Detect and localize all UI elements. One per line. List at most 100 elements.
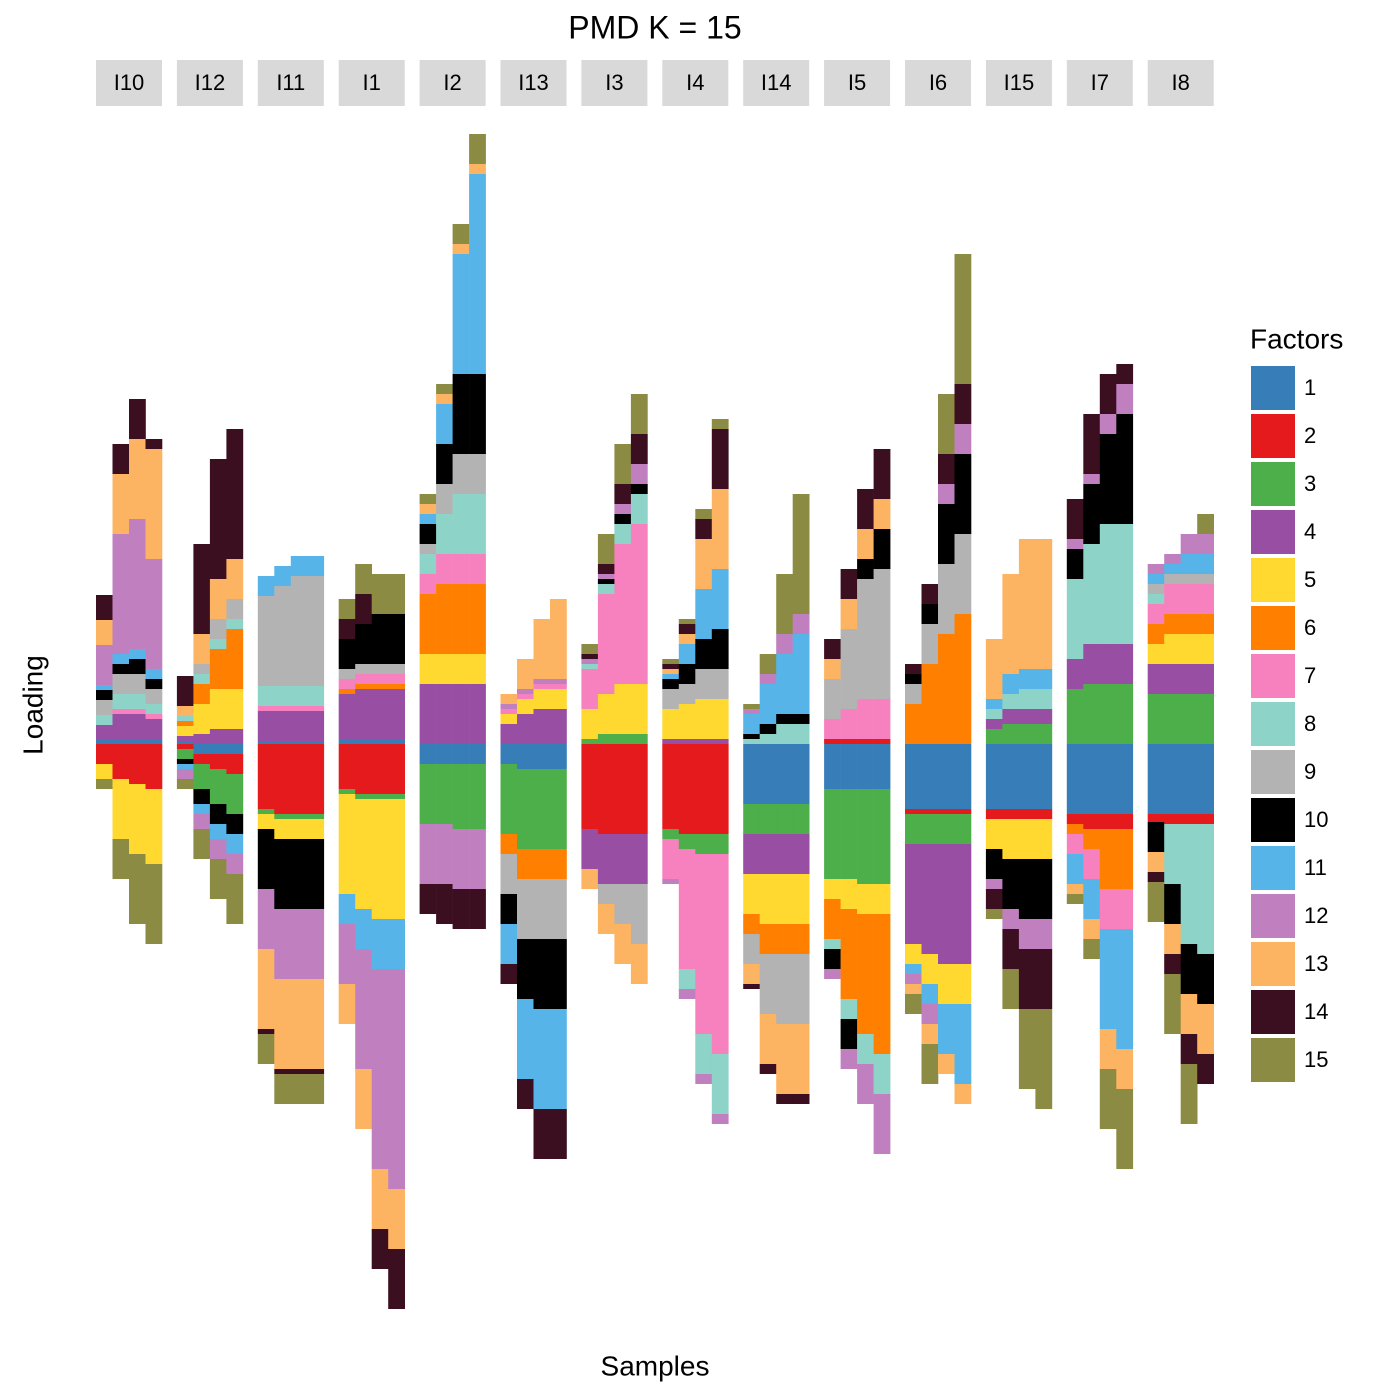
bar-segment [209, 639, 227, 649]
bar-segment [857, 884, 874, 914]
bar-segment [759, 1064, 777, 1074]
facet-label: I6 [929, 70, 947, 95]
bar-segment [1018, 669, 1036, 689]
bar-segment [533, 1109, 551, 1159]
bar-segment [469, 654, 486, 684]
legend-label: 5 [1304, 567, 1316, 592]
facet-label: I13 [518, 70, 549, 95]
bar-segment [985, 709, 1003, 719]
bar-segment [1066, 579, 1084, 659]
bar-segment [307, 576, 325, 686]
bar-segment [581, 709, 599, 739]
bar-segment [1164, 974, 1181, 1034]
bar-segment [388, 674, 405, 684]
bar-segment [1099, 414, 1117, 434]
bar-segment [355, 909, 372, 949]
bar-segment [419, 594, 437, 654]
bar-segment [857, 789, 874, 884]
bar-segment [597, 904, 615, 934]
bar-segment [759, 1014, 777, 1064]
bar-segment [419, 544, 437, 554]
bar-segment [1147, 574, 1165, 584]
bar-segment [1099, 644, 1117, 684]
bar-segment [338, 619, 356, 639]
bar-segment [597, 574, 615, 579]
bar-segment [873, 499, 891, 529]
bar-segment [1035, 669, 1053, 689]
bar-segment [96, 715, 113, 725]
bar-segment [711, 1054, 729, 1114]
bar-segment [662, 659, 680, 664]
bar-segment [355, 684, 372, 689]
bar-segment [630, 494, 648, 524]
bar-segment [954, 1004, 972, 1084]
bar-segment [145, 449, 163, 559]
bar-segment [500, 894, 518, 924]
bar-segment [662, 744, 680, 829]
bar-segment [274, 979, 292, 1069]
bar-segment [1164, 694, 1181, 744]
bar-segment [1180, 664, 1198, 694]
bar-segment [129, 439, 146, 519]
bar-segment [226, 559, 244, 599]
bar-segment [145, 714, 163, 719]
facet-strip [662, 60, 729, 106]
bar-segment [500, 834, 518, 854]
bar-segment [226, 689, 244, 729]
bar-segment [1116, 929, 1134, 1049]
bar-segment [469, 494, 486, 554]
bar-segment [776, 954, 793, 1024]
bar-segment [776, 634, 793, 654]
bar-segment [954, 454, 972, 534]
bar-segment [517, 699, 534, 714]
bar-segment [1002, 709, 1020, 724]
bar-segment [209, 689, 227, 729]
bar-segment [257, 711, 275, 741]
bar-segment [436, 884, 453, 924]
bar-segment [824, 744, 841, 789]
bar-segment [129, 659, 146, 674]
bar-segment [857, 559, 874, 579]
bar-segment [857, 489, 874, 529]
bar-segment [776, 574, 793, 634]
bar-segment [662, 664, 680, 669]
bar-segment [1083, 744, 1101, 814]
bar-segment [630, 464, 648, 484]
bar-segment [290, 909, 308, 979]
bar-segment [307, 1069, 325, 1074]
bar-segment [792, 874, 810, 924]
bar-segment [452, 374, 470, 454]
bar-segment [581, 869, 599, 889]
bar-segment [1197, 574, 1214, 584]
bar-segment [857, 739, 874, 744]
bar-segment [695, 519, 713, 539]
bar-segment [533, 709, 551, 744]
bar-segment [176, 744, 194, 749]
bar-segment [290, 556, 308, 576]
bar-segment [824, 639, 841, 659]
bar-segment [1018, 819, 1036, 859]
legend-key [1251, 894, 1295, 938]
bar-segment [436, 824, 453, 884]
bar-segment [388, 574, 405, 614]
bar-segment [290, 711, 308, 741]
bar-segment [1083, 544, 1101, 644]
bar-segment [550, 879, 567, 939]
bar-segment [954, 534, 972, 614]
bar-segment [840, 909, 858, 999]
bar-segment [1002, 809, 1020, 819]
bar-segment [226, 774, 244, 814]
bar-segment [1197, 824, 1214, 954]
bar-segment [954, 814, 972, 844]
facet-label: I5 [848, 70, 866, 95]
bar-segment [469, 374, 486, 454]
legend-label: 14 [1304, 999, 1328, 1024]
bar-segment [678, 834, 696, 849]
bar-segment [776, 724, 793, 744]
bar-segment [112, 709, 130, 714]
bar-segment [905, 744, 922, 809]
bar-segment [452, 224, 470, 244]
bar-segment [436, 654, 453, 684]
bar-segment [711, 699, 729, 739]
bar-segment [274, 819, 292, 839]
